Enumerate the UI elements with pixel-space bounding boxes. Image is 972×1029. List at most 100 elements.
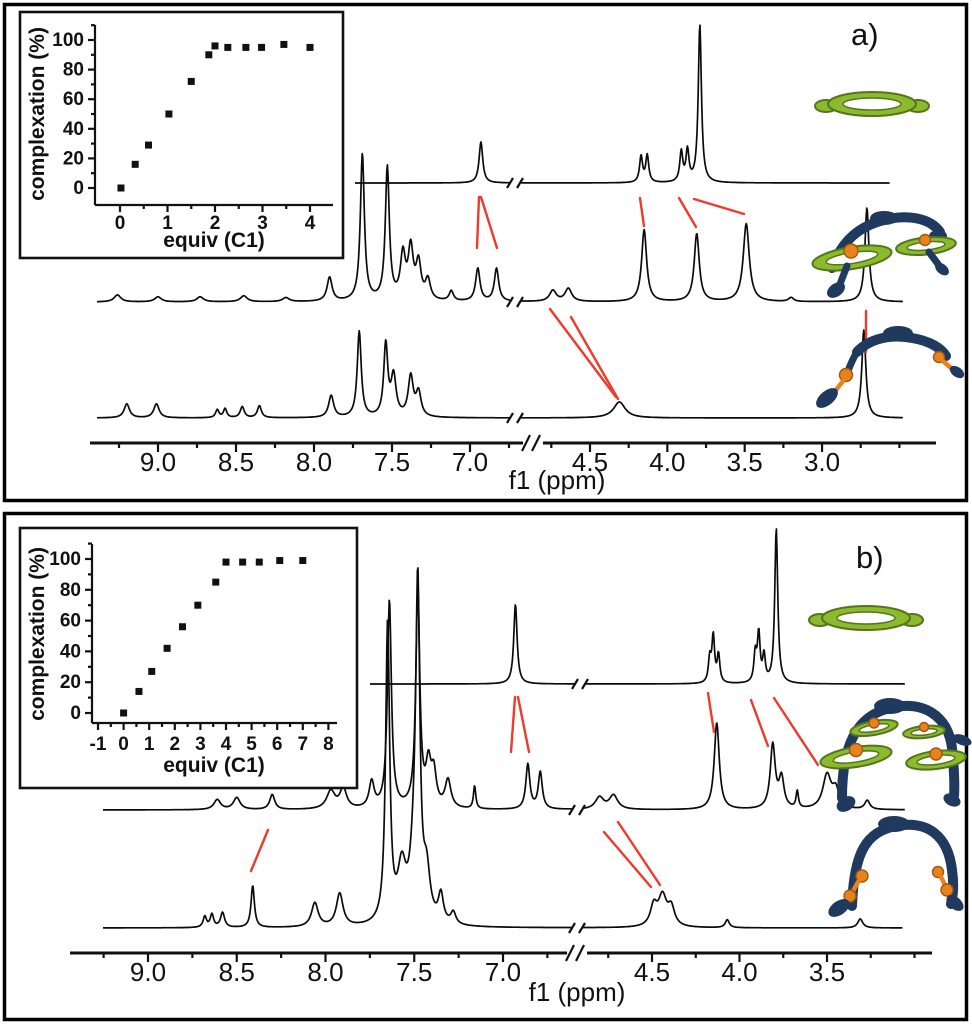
host-guest-complex-icon-b [819,698,972,812]
scatter-data-point [194,601,202,609]
inset-x-tick-label: 0 [118,734,129,755]
scatter-data-point [255,558,263,566]
scatter-data-point [224,43,232,51]
free-guest-axle-icon-a [816,326,965,408]
axis-tick-label: 8.0 [307,957,343,987]
peak-assignment-line [548,307,618,399]
peak-assignment-line [772,696,820,767]
inset-x-tick-label: 4 [305,213,316,234]
scatter-data-point [211,42,219,50]
inset-b-xlabel: equiv (C1) [163,754,265,777]
axis-label-a: f1 (ppm) [509,465,606,495]
axis-tick-label: 9.0 [130,957,166,987]
scatter-data-point [145,141,152,149]
peak-assignment-line [638,196,646,228]
peak-assignment-line [706,691,716,734]
axis-tick-label: 7.0 [452,447,488,477]
axis-label-b: f1 (ppm) [529,977,626,1007]
free-macrocycle-icon-b [808,605,924,631]
inset-x-tick-label: 1 [144,734,155,755]
inset-x-tick-label: 3 [257,213,268,234]
inset-y-tick-label: 20 [60,672,81,693]
peak-assignment-line [569,315,620,401]
nmr-axis-b: 9.0 8.5 8.0 7.5 7.0 4.5 4.0 3.5 [70,944,932,987]
scatter-data-point [163,644,171,652]
inset-b-frame [18,526,359,790]
free-macrocycle-icon-a [814,91,930,117]
inset-x-tick-label: 4 [221,734,232,755]
scatter-data-point [205,51,213,59]
peak-assignment-line [692,197,746,216]
scatter-data-point [306,43,314,51]
scatter-data-point [222,558,230,566]
scatter-data-point [178,623,186,631]
peak-assignment-line [479,195,499,250]
axis-tick-label: 8.0 [296,447,332,477]
inset-a-ylabel: complexation (%) [26,27,49,201]
inset-y-tick-label: 100 [49,549,81,570]
inset-x-tick-label: 2 [210,213,221,234]
axis-tick-label: 7.0 [485,957,521,987]
peak-assignment-line [475,195,481,250]
axis-tick-label: 8.5 [219,957,255,987]
assignment-lines-b [249,691,820,889]
scatter-data-point [299,557,307,565]
panel-b: 9.0 8.5 8.0 7.5 7.0 4.5 4.0 3.5 -1 0 1 2 3 4 5 6 7 80204… [18,526,972,1007]
axis-tick-label: 7.5 [396,957,432,987]
inset-x-tick-label: 6 [272,734,283,755]
inset-x-tick-label: 0 [115,213,126,234]
inset-y-tick-label: 20 [63,148,84,169]
scatter-data-point [239,558,247,566]
nmr-spectra-a [96,24,904,424]
peak-assignment-line [516,695,531,754]
scatter-data-point [131,160,139,168]
inset-y-tick-label: 0 [73,178,84,199]
axis-tick-label: 4.0 [649,447,685,477]
inset-x-tick-label: 7 [298,734,309,755]
axis-tick-label: 4.0 [721,957,757,987]
axis-tick-label: 8.5 [218,447,254,477]
peak-assignment-line [509,695,517,754]
scatter-data-point [117,184,125,192]
inset-x-tick-label: 5 [246,734,257,755]
inset-x-tick-label: -1 [90,734,107,755]
scatter-data-point [242,43,250,51]
peak-assignment-line [249,828,270,873]
inset-y-tick-label: 80 [60,580,81,601]
inset-y-tick-label: 60 [63,89,84,110]
spectrum-a-bottom-free-guest [96,329,904,424]
scatter-data-point [135,687,143,695]
inset-y-tick-label: 80 [63,60,84,81]
inset-x-tick-label: 8 [323,734,334,755]
inset-y-tick-label: 0 [70,703,81,724]
inset-a-xlabel: equiv (C1) [163,229,265,252]
panel-a: 9.0 8.5 8.0 7.5 7.0 4.5 4.0 3.5 3.0 0 1 2 3 40204060… [18,10,965,495]
axis-tick-label: 4.5 [634,957,670,987]
scatter-data-point [120,709,128,717]
scatter-data-point [187,77,195,85]
scatter-data-point [280,40,288,48]
scatter-data-point [148,667,156,675]
inset-a-frame [18,10,345,260]
assignment-lines-a [475,195,868,401]
spectrum-b-top-free-macrocycle [369,528,906,690]
inset-b-ylabel: complexation (%) [26,547,49,721]
peak-assignment-line [602,830,653,889]
inset-x-tick-label: 1 [162,213,173,234]
peak-assignment-line [749,698,770,748]
axis-tick-label: 7.5 [374,447,410,477]
inset-y-tick-label: 60 [60,611,81,632]
axis-tick-label: 3.0 [804,447,840,477]
inset-y-tick-label: 40 [60,641,81,662]
inset-x-tick-label: 3 [195,734,206,755]
spectrum-a-top-free-macrocycle [354,24,890,189]
spectrum-a-middle-host-guest-complex [96,152,904,308]
axis-tick-label: 9.0 [140,447,176,477]
inset-y-tick-label: 100 [52,30,84,51]
scatter-data-point [258,43,266,51]
peak-assignment-line [616,820,662,887]
